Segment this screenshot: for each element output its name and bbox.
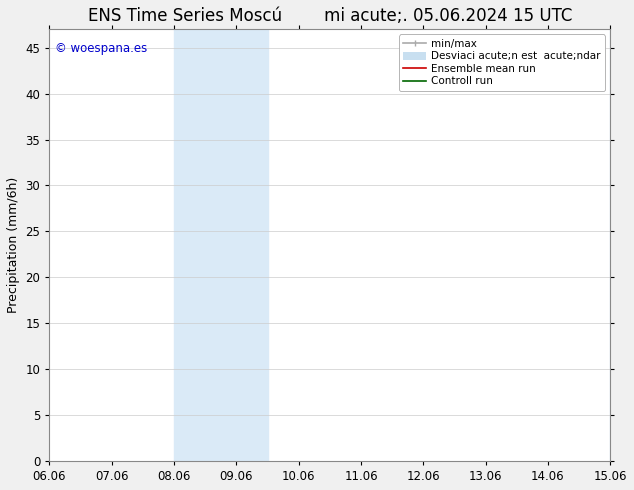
Legend: min/max, Desviaci acute;n est  acute;ndar, Ensemble mean run, Controll run: min/max, Desviaci acute;n est acute;ndar… (399, 34, 605, 91)
Y-axis label: Precipitation (mm/6h): Precipitation (mm/6h) (7, 177, 20, 313)
Text: © woespana.es: © woespana.es (55, 42, 147, 55)
Bar (611, 29, 634, 461)
Title: ENS Time Series Moscú        mi acute;. 05.06.2024 15 UTC: ENS Time Series Moscú mi acute;. 05.06.2… (87, 7, 572, 25)
Bar (174, 29, 268, 461)
